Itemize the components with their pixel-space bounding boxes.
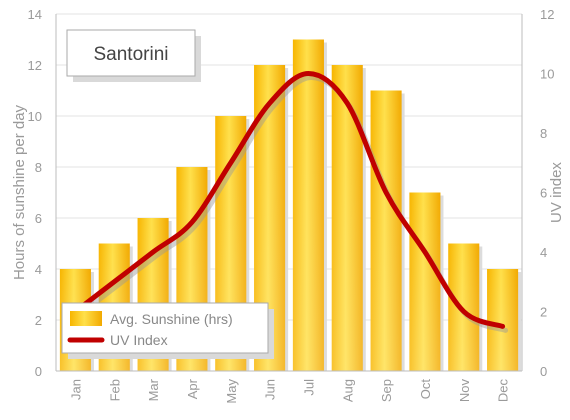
y2-tick-label: 4 <box>540 245 547 260</box>
x-tick-label: Sep <box>379 379 394 402</box>
x-tick-label: Jul <box>301 379 316 396</box>
y-tick-label: 4 <box>35 262 42 277</box>
sunshine-bar-highlight <box>292 39 324 371</box>
x-tick-label: Jun <box>263 379 278 400</box>
sunshine-bar-highlight <box>487 269 519 371</box>
legend: Avg. Sunshine (hrs) UV Index <box>61 302 274 359</box>
x-tick-label: Apr <box>185 378 200 399</box>
y-tick-label: 6 <box>35 211 42 226</box>
axis-layer: 0 2 4 6 8 10 12 14 0 2 4 6 8 10 12 Jan Feb Mar Apr May Jun Ju… <box>11 7 565 404</box>
sunshine-bar-highlight <box>370 90 402 371</box>
x-tick-label: Feb <box>107 379 122 401</box>
sunshine-bar-highlight <box>409 192 441 371</box>
y-axis-title: Hours of sunshine per day <box>11 104 28 280</box>
x-tick-label: Oct <box>418 379 433 400</box>
y2-tick-label: 0 <box>540 364 547 379</box>
y2-tick-label: 6 <box>540 186 547 201</box>
legend-label-uv: UV Index <box>110 332 168 348</box>
y2-tick-label: 8 <box>540 126 547 141</box>
y-tick-label: 10 <box>28 109 42 124</box>
y-tick-label: 12 <box>28 58 42 73</box>
x-tick-label: Nov <box>457 379 472 403</box>
x-tick-label: Jan <box>68 379 83 400</box>
y2-tick-label: 2 <box>540 305 547 320</box>
title-box: Santorini <box>66 29 201 82</box>
x-tick-label: Dec <box>496 379 511 403</box>
legend-swatch-sunshine <box>70 311 102 326</box>
x-tick-label: Aug <box>340 379 355 402</box>
y-tick-label: 14 <box>28 7 42 22</box>
y2-tick-label: 12 <box>540 7 554 22</box>
y-tick-label: 8 <box>35 160 42 175</box>
sunshine-bar-highlight <box>331 65 363 371</box>
legend-label-sunshine: Avg. Sunshine (hrs) <box>110 311 233 327</box>
sunshine-bar-highlight <box>448 243 480 371</box>
y-tick-label: 0 <box>35 364 42 379</box>
y-tick-label: 2 <box>35 313 42 328</box>
x-tick-label: May <box>224 379 239 404</box>
y2-tick-label: 10 <box>540 67 554 82</box>
y2-axis-title: UV index <box>548 162 565 223</box>
chart-title: Santorini <box>94 44 169 65</box>
x-tick-label: Mar <box>146 378 161 401</box>
